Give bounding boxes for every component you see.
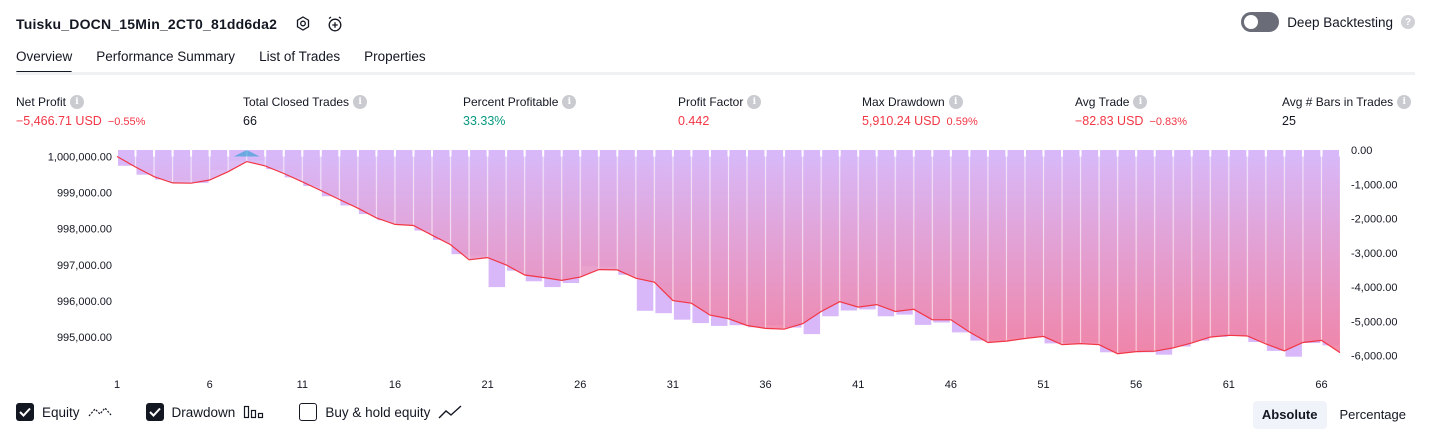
strategy-header: Tuisku_DOCN_15Min_2CT0_81dd6da2 xyxy=(16,10,345,38)
chart-legend: Equity Drawdown Buy & hold equity xyxy=(16,403,496,421)
deep-backtesting-toggle[interactable] xyxy=(1241,12,1280,32)
y-axis-right-tick: -2,000.00 xyxy=(1351,214,1397,226)
info-icon[interactable]: i xyxy=(747,95,762,109)
metric-label: Avg # Bars in Trades xyxy=(1282,95,1394,109)
metric-value: −5,466.71 USD xyxy=(16,114,102,128)
y-axis-left-tick: 997,000.00 xyxy=(57,260,112,272)
info-icon[interactable]: i xyxy=(562,95,577,109)
drawdown-bars-icon xyxy=(243,404,265,420)
x-axis-tick: 21 xyxy=(481,379,493,391)
x-axis-tick: 16 xyxy=(389,379,401,391)
x-axis-tick: 66 xyxy=(1315,379,1327,391)
tab-overview[interactable]: Overview xyxy=(16,44,73,74)
display-mode-switch: Absolute Percentage xyxy=(1252,401,1415,429)
info-icon[interactable]: i xyxy=(948,95,963,109)
legend-equity[interactable]: Equity xyxy=(16,403,112,421)
x-axis-tick: 31 xyxy=(667,379,679,391)
tab-performance-summary[interactable]: Performance Summary xyxy=(96,49,236,64)
equity-peak-marker xyxy=(233,150,260,157)
metric-value: 5,910.24 USD xyxy=(862,114,941,128)
mode-percentage-button[interactable]: Percentage xyxy=(1339,407,1407,422)
info-icon[interactable]: i xyxy=(70,95,85,109)
legend-label: Equity xyxy=(42,404,80,420)
y-axis-right-tick: -1,000.00 xyxy=(1351,179,1397,191)
metric-percent: 0.59% xyxy=(946,116,978,128)
metric-profit-factor: Profit Factor i 0.442 xyxy=(678,94,762,130)
x-axis-tick: 11 xyxy=(297,379,308,391)
x-axis-tick: 46 xyxy=(945,379,957,391)
tab-list-of-trades[interactable]: List of Trades xyxy=(259,49,341,64)
settings-icon[interactable] xyxy=(293,14,313,34)
y-axis-left-tick: 998,000.00 xyxy=(57,224,112,236)
y-axis-right-tick: -4,000.00 xyxy=(1351,282,1397,294)
y-axis-right-tick: -3,000.00 xyxy=(1351,248,1397,260)
metric-value: 66 xyxy=(243,114,257,128)
x-axis-tick: 6 xyxy=(207,379,213,391)
x-axis-tick: 56 xyxy=(1130,379,1142,391)
deep-backtesting: Deep Backtesting ? xyxy=(1241,12,1415,32)
checkbox-unchecked-icon[interactable] xyxy=(299,403,318,421)
y-axis-left-tick: 996,000.00 xyxy=(57,296,112,308)
metric-percent: −0.55% xyxy=(107,116,146,128)
checkbox-checked-icon[interactable] xyxy=(145,403,164,421)
metric-label: Avg Trade xyxy=(1075,95,1130,109)
y-axis-right-tick: 0.00 xyxy=(1351,145,1372,157)
checkbox-checked-icon[interactable] xyxy=(16,403,34,421)
y-axis-left-tick: 1,000,000.00 xyxy=(48,152,112,164)
equity-line-icon xyxy=(88,404,112,420)
add-alert-icon[interactable] xyxy=(325,14,345,34)
y-axis-right-tick: -5,000.00 xyxy=(1351,316,1397,328)
metric-percent-profitable: Percent Profitable i 33.33% xyxy=(463,94,577,130)
x-axis-tick: 51 xyxy=(1037,379,1049,391)
x-axis-tick: 1 xyxy=(114,379,120,391)
x-axis-tick: 41 xyxy=(852,379,864,391)
metric-label: Percent Profitable xyxy=(463,95,559,109)
tab-bar: Overview Performance Summary List of Tra… xyxy=(16,44,426,74)
equity-drawdown-chart[interactable]: 1,000,000.00 999,000.00 998,000.00 997,000.… xyxy=(0,140,1431,396)
metric-total-closed-trades: Total Closed Trades i 66 xyxy=(243,94,368,130)
metric-value: 33.33% xyxy=(463,114,506,128)
buy-hold-line-icon xyxy=(438,404,462,420)
legend-label: Buy & hold equity xyxy=(325,404,431,420)
metric-percent: −0.83% xyxy=(1149,116,1188,128)
x-axis-tick: 36 xyxy=(759,379,771,391)
y-axis-left-tick: 995,000.00 xyxy=(57,332,112,344)
y-axis-right-tick: -6,000.00 xyxy=(1351,351,1397,363)
x-axis-tick: 61 xyxy=(1223,379,1235,391)
metric-label: Net Profit xyxy=(16,95,67,109)
x-axis-tick: 26 xyxy=(574,379,586,391)
metric-value: 25 xyxy=(1282,114,1296,128)
legend-buy-hold-equity[interactable]: Buy & hold equity xyxy=(299,403,462,421)
info-icon[interactable]: i xyxy=(1397,95,1412,109)
metric-avg-trade: Avg Trade i −82.83 USD −0.83% xyxy=(1075,94,1187,130)
mode-absolute-button[interactable]: Absolute xyxy=(1252,401,1327,429)
info-icon[interactable]: i xyxy=(353,95,368,109)
metric-avg-bars-in-trades: Avg # Bars in Trades i 25 xyxy=(1282,94,1412,130)
metric-label: Max Drawdown xyxy=(862,95,945,109)
metric-max-drawdown: Max Drawdown i 5,910.24 USD 0.59% xyxy=(862,94,978,130)
metric-value: −82.83 USD xyxy=(1075,114,1144,128)
tab-properties[interactable]: Properties xyxy=(364,49,426,64)
deep-backtesting-label: Deep Backtesting xyxy=(1287,14,1393,30)
metric-label: Total Closed Trades xyxy=(243,95,350,109)
metric-label: Profit Factor xyxy=(678,95,744,109)
y-axis-left-tick: 999,000.00 xyxy=(57,188,112,200)
metric-net-profit: Net Profit i −5,466.71 USD −0.55% xyxy=(16,94,145,130)
tab-divider xyxy=(16,72,1415,75)
legend-drawdown[interactable]: Drawdown xyxy=(145,403,266,421)
help-icon[interactable]: ? xyxy=(1401,15,1415,29)
strategy-title: Tuisku_DOCN_15Min_2CT0_81dd6da2 xyxy=(16,16,278,32)
metric-value: 0.442 xyxy=(678,114,710,128)
legend-label: Drawdown xyxy=(171,404,236,420)
equity-line xyxy=(116,155,1341,355)
info-icon[interactable]: i xyxy=(1133,95,1148,109)
